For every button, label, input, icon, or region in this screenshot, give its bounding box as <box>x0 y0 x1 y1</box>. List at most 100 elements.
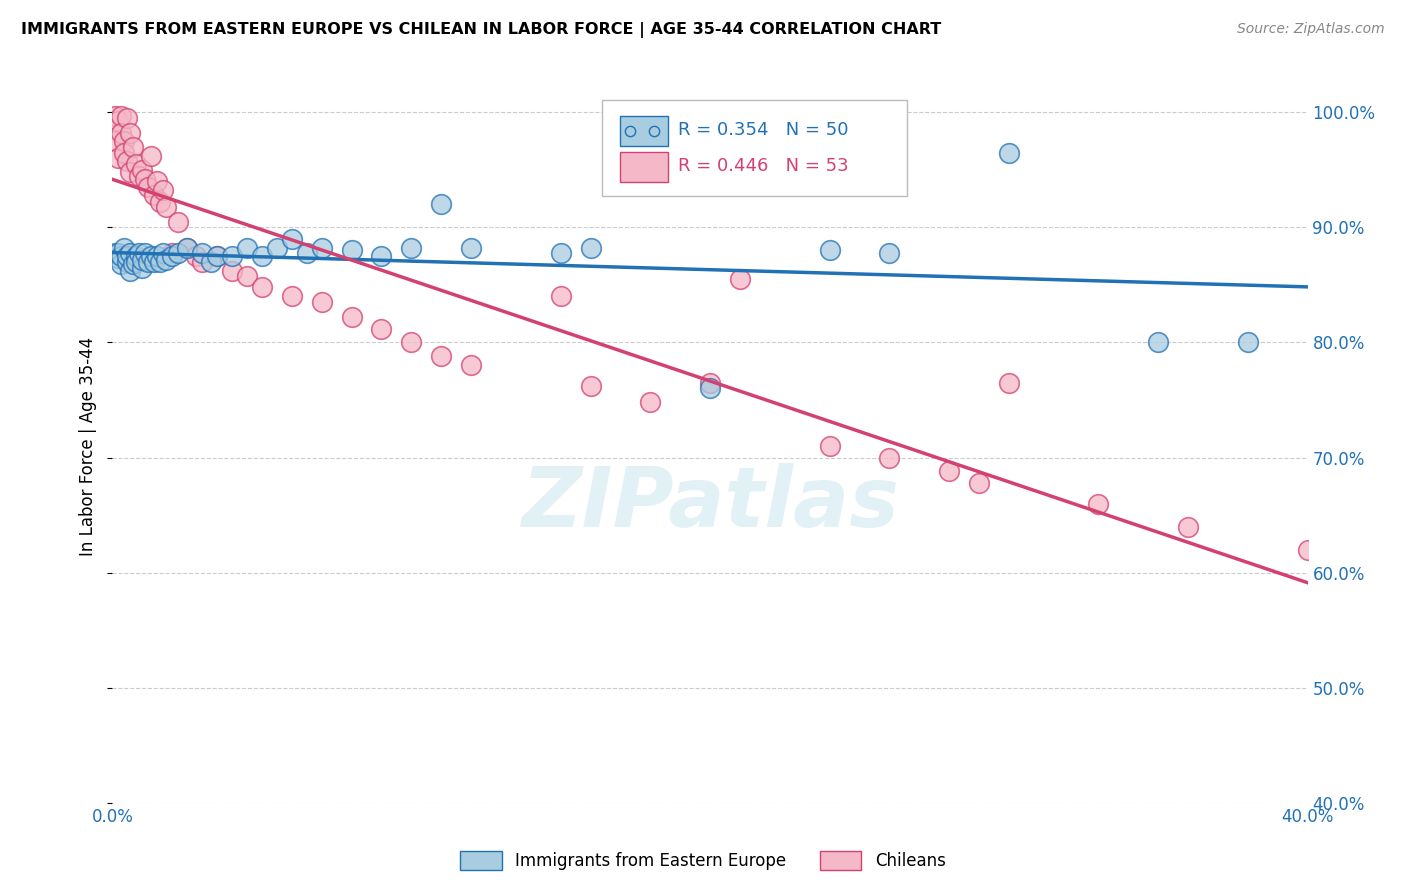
Point <box>104 134 127 148</box>
Point <box>205 249 228 263</box>
Point <box>134 245 156 260</box>
Point <box>155 252 177 267</box>
Point <box>128 245 150 260</box>
Point <box>122 140 145 154</box>
Point <box>162 245 183 260</box>
Text: IMMIGRANTS FROM EASTERN EUROPE VS CHILEAN IN LABOR FORCE | AGE 35-44 CORRELATION: IMMIGRANTS FROM EASTERN EUROPE VS CHILEA… <box>21 22 942 38</box>
Point <box>1147 335 1170 350</box>
Point <box>250 280 273 294</box>
Point <box>117 255 139 269</box>
Point <box>114 241 135 255</box>
Point <box>152 245 174 260</box>
Point <box>311 295 333 310</box>
Point <box>107 245 129 260</box>
Point <box>967 475 990 490</box>
Point <box>125 157 148 171</box>
Point <box>699 381 721 395</box>
Point <box>114 145 135 160</box>
Point <box>104 109 127 123</box>
Point <box>266 241 288 255</box>
Point <box>167 245 190 260</box>
Point <box>818 439 841 453</box>
Point <box>998 145 1021 160</box>
Point <box>131 252 153 267</box>
Point <box>550 289 572 303</box>
Point <box>236 241 259 255</box>
Point <box>340 310 363 324</box>
Point <box>430 349 453 363</box>
Point <box>1177 519 1199 533</box>
Point <box>138 180 160 194</box>
Point <box>1237 335 1260 350</box>
Point <box>1087 497 1109 511</box>
Point <box>110 249 132 263</box>
Point <box>221 264 243 278</box>
Legend: Immigrants from Eastern Europe, Chileans: Immigrants from Eastern Europe, Chileans <box>454 844 952 877</box>
Point <box>141 249 163 263</box>
Point <box>104 245 127 260</box>
Point <box>117 153 139 168</box>
Point <box>938 464 960 478</box>
Point <box>460 359 482 373</box>
Point <box>146 249 169 263</box>
Point <box>340 244 363 258</box>
Point <box>131 162 153 177</box>
Point <box>110 109 132 123</box>
Point <box>120 126 142 140</box>
Point <box>281 232 304 246</box>
Point <box>110 257 132 271</box>
Point <box>370 321 392 335</box>
Point <box>120 264 142 278</box>
Point <box>191 255 214 269</box>
Y-axis label: In Labor Force | Age 35-44: In Labor Force | Age 35-44 <box>79 336 97 556</box>
Text: ZIPatlas: ZIPatlas <box>522 463 898 543</box>
Point <box>155 200 177 214</box>
Point <box>186 249 208 263</box>
Text: R = 0.446   N = 53: R = 0.446 N = 53 <box>678 157 848 175</box>
Point <box>176 241 198 255</box>
Point <box>131 260 153 275</box>
Text: Source: ZipAtlas.com: Source: ZipAtlas.com <box>1237 22 1385 37</box>
Point <box>728 272 751 286</box>
FancyBboxPatch shape <box>620 116 668 146</box>
Point <box>117 111 139 125</box>
Point <box>152 184 174 198</box>
Point <box>877 450 901 465</box>
Point <box>125 255 148 269</box>
Point <box>370 249 392 263</box>
Point <box>236 268 259 283</box>
Point <box>221 249 243 263</box>
Point <box>638 395 662 409</box>
FancyBboxPatch shape <box>620 152 668 182</box>
Point <box>143 255 166 269</box>
Point <box>120 245 142 260</box>
Point <box>579 241 602 255</box>
Point <box>250 249 273 263</box>
Point <box>125 249 148 263</box>
Point <box>877 245 901 260</box>
Point <box>107 114 129 128</box>
Point <box>176 241 198 255</box>
Point <box>200 255 222 269</box>
Point <box>120 165 142 179</box>
Point <box>1395 173 1406 187</box>
Point <box>281 289 304 303</box>
Point <box>107 151 129 165</box>
Point <box>110 126 132 140</box>
Point <box>143 188 166 202</box>
Point <box>311 241 333 255</box>
Point <box>205 249 228 263</box>
Point <box>430 197 453 211</box>
Point <box>1296 542 1319 557</box>
Point <box>114 134 135 148</box>
Point <box>162 249 183 263</box>
Point <box>141 149 163 163</box>
Point <box>401 335 423 350</box>
Point <box>998 376 1021 390</box>
Point <box>401 241 423 255</box>
Text: R = 0.354   N = 50: R = 0.354 N = 50 <box>678 121 848 139</box>
Point <box>579 379 602 393</box>
Point <box>134 172 156 186</box>
Point <box>149 255 172 269</box>
Point <box>460 241 482 255</box>
